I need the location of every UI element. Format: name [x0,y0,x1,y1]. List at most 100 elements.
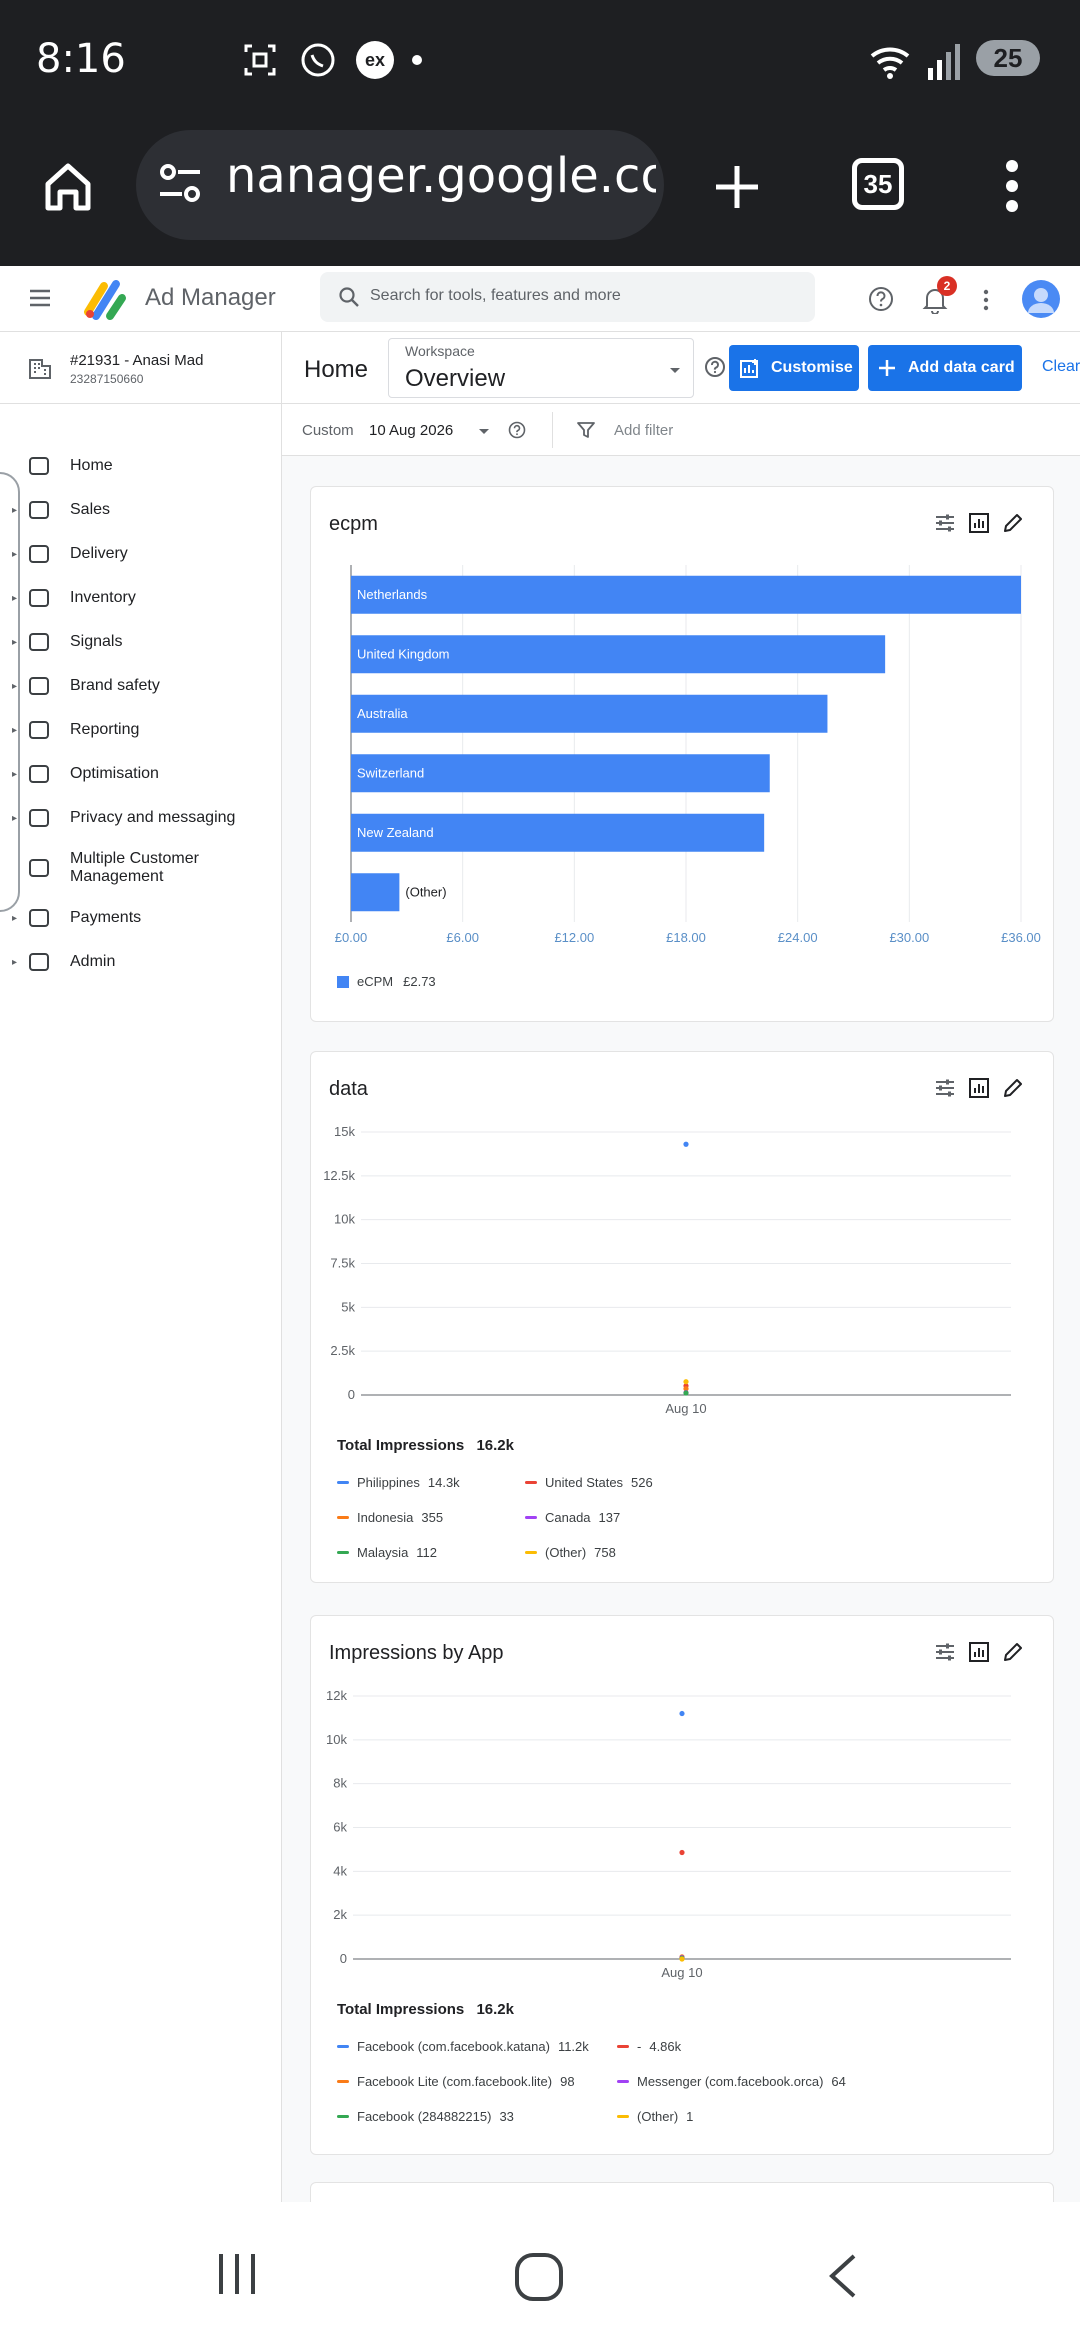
recent-apps-icon[interactable] [215,2252,259,2296]
apps-chart: 12k 10k 8k 6k 4k 2k 0 Aug 10 [311,1676,1055,1986]
home-icon[interactable] [40,158,96,214]
bar[interactable] [351,575,1021,614]
help-icon[interactable] [704,356,726,378]
new-tab-icon[interactable] [712,162,762,212]
y-tick-label: 5k [341,1299,355,1314]
legend-swatch [617,2115,629,2118]
workspace-select[interactable]: Workspace Overview [388,338,694,398]
data-point[interactable] [683,1390,689,1396]
x-tick-label: Aug 10 [665,1401,706,1416]
add-data-card-button[interactable]: Add data card [868,345,1022,391]
sidebar-item-label: Sales [70,501,111,518]
sidebar-item[interactable]: ▸ Privacy and messaging [0,796,282,840]
tab-switcher-button[interactable]: 35 [852,158,904,210]
chart-type-icon[interactable] [967,511,991,535]
help-icon[interactable] [508,421,526,439]
expand-arrow-icon[interactable]: ▸ [12,956,18,968]
data-point[interactable] [679,1956,685,1962]
edit-icon[interactable] [1001,1640,1025,1664]
legend-item[interactable]: Facebook (284882215) 33 [337,2109,514,2124]
address-bar[interactable] [136,130,664,240]
legend-item[interactable]: Malaysia 112 [337,1545,437,1560]
sidebar-item[interactable]: ▸ Payments [0,896,282,940]
privacy-icon [29,809,49,827]
expand-arrow-icon[interactable]: ▸ [12,768,18,780]
expand-arrow-icon[interactable]: ▸ [12,912,18,924]
back-icon[interactable] [824,2252,860,2300]
help-icon[interactable] [868,286,894,312]
account-switcher[interactable]: #21931 - Anasi Mad 23287150660 [0,332,282,404]
bar[interactable] [351,873,400,912]
sidebar-item[interactable]: ▸ Sales [0,488,282,532]
tune-icon[interactable] [933,1640,957,1664]
expand-arrow-icon[interactable]: ▸ [12,724,18,736]
status-bar: 8:16 ex 25 [0,0,1080,118]
menu-icon[interactable] [28,288,52,308]
legend-label: Facebook (284882215) [357,2109,492,2124]
workspace-value: Overview [405,365,506,392]
customise-button[interactable]: Customise [729,345,859,391]
bar[interactable] [351,694,828,733]
more-vert-icon[interactable] [1000,158,1024,214]
expand-arrow-icon[interactable]: ▸ [12,636,18,648]
legend-label: United States [545,1475,624,1490]
legend-item[interactable]: Facebook (com.facebook.katana) 11.2k [337,2039,589,2054]
sidebar-item[interactable]: ▸ Inventory [0,576,282,620]
site-settings-icon[interactable] [156,160,204,208]
sidebar-item[interactable]: ▸ Brand safety [0,664,282,708]
clear-button[interactable]: Clear [1042,358,1080,375]
filter-bar: Custom 10 Aug 2026 Add filter [282,404,1080,456]
data-point[interactable] [683,1379,689,1385]
home-button-icon[interactable] [514,2252,564,2302]
bar[interactable] [351,635,886,674]
chart-type-icon[interactable] [967,1640,991,1664]
sidebar-item[interactable]: ▸ Optimisation [0,752,282,796]
data-point[interactable] [679,1849,685,1856]
tune-icon[interactable] [933,511,957,535]
search-input[interactable]: Search for tools, features and more [320,272,815,322]
data-point[interactable] [683,1386,689,1392]
sidebar-item[interactable]: ▸ Reporting [0,708,282,752]
sidebar-item-label: Payments [70,909,142,926]
sidebar-edge-handle[interactable] [0,472,20,912]
legend-item[interactable]: Messenger (com.facebook.orca) 64 [617,2074,846,2089]
sidebar-item[interactable]: Multiple Customer Management [0,840,282,896]
expand-arrow-icon[interactable]: ▸ [12,504,18,516]
data-point[interactable] [683,1141,689,1147]
expand-arrow-icon[interactable]: ▸ [12,680,18,692]
bar[interactable] [351,754,770,793]
tune-icon[interactable] [933,1076,957,1100]
bar[interactable] [351,813,765,852]
filter-icon[interactable] [576,420,596,440]
expand-arrow-icon[interactable]: ▸ [12,548,18,560]
sidebar-item[interactable]: ▸ Delivery [0,532,282,576]
avatar[interactable] [1022,280,1060,318]
legend-item[interactable]: (Other) 758 [525,1545,616,1560]
total-impressions: Total Impressions 16.2k [337,2001,514,2018]
legend-swatch [337,2080,349,2083]
data-point[interactable] [679,1710,685,1717]
legend-item[interactable]: (Other) 1 [617,2109,693,2124]
more-vert-icon[interactable] [980,288,992,312]
expand-arrow-icon[interactable]: ▸ [12,812,18,824]
date-range-value[interactable]: 10 Aug 2026 [369,422,454,439]
legend-item[interactable]: Philippines 14.3k [337,1475,460,1490]
ecpm-legend: eCPM £2.73 [337,974,436,989]
edit-icon[interactable] [1001,511,1025,535]
legend-item[interactable]: United States 526 [525,1475,653,1490]
legend-item[interactable]: Canada 137 [525,1510,620,1525]
expand-arrow-icon[interactable]: ▸ [12,592,18,604]
sidebar-item[interactable]: Home [0,444,282,488]
data-card: data 15k 12.5k 10k 7.5k 5k 2.5k 0 Aug 10 Total … [310,1051,1054,1583]
add-filter-button[interactable]: Add filter [614,422,674,439]
sidebar-item[interactable]: ▸ Admin [0,940,282,984]
chart-type-icon[interactable] [967,1076,991,1100]
dropdown-arrow-icon[interactable] [478,428,490,436]
edit-icon[interactable] [1001,1076,1025,1100]
url-text[interactable]: nanager.google.com [226,148,656,204]
legend-item[interactable]: Indonesia 355 [337,1510,443,1525]
date-range-type: Custom [302,422,354,439]
legend-item[interactable]: Facebook Lite (com.facebook.lite) 98 [337,2074,575,2089]
legend-item[interactable]: -4.86k [617,2039,681,2054]
sidebar-item[interactable]: ▸ Signals [0,620,282,664]
